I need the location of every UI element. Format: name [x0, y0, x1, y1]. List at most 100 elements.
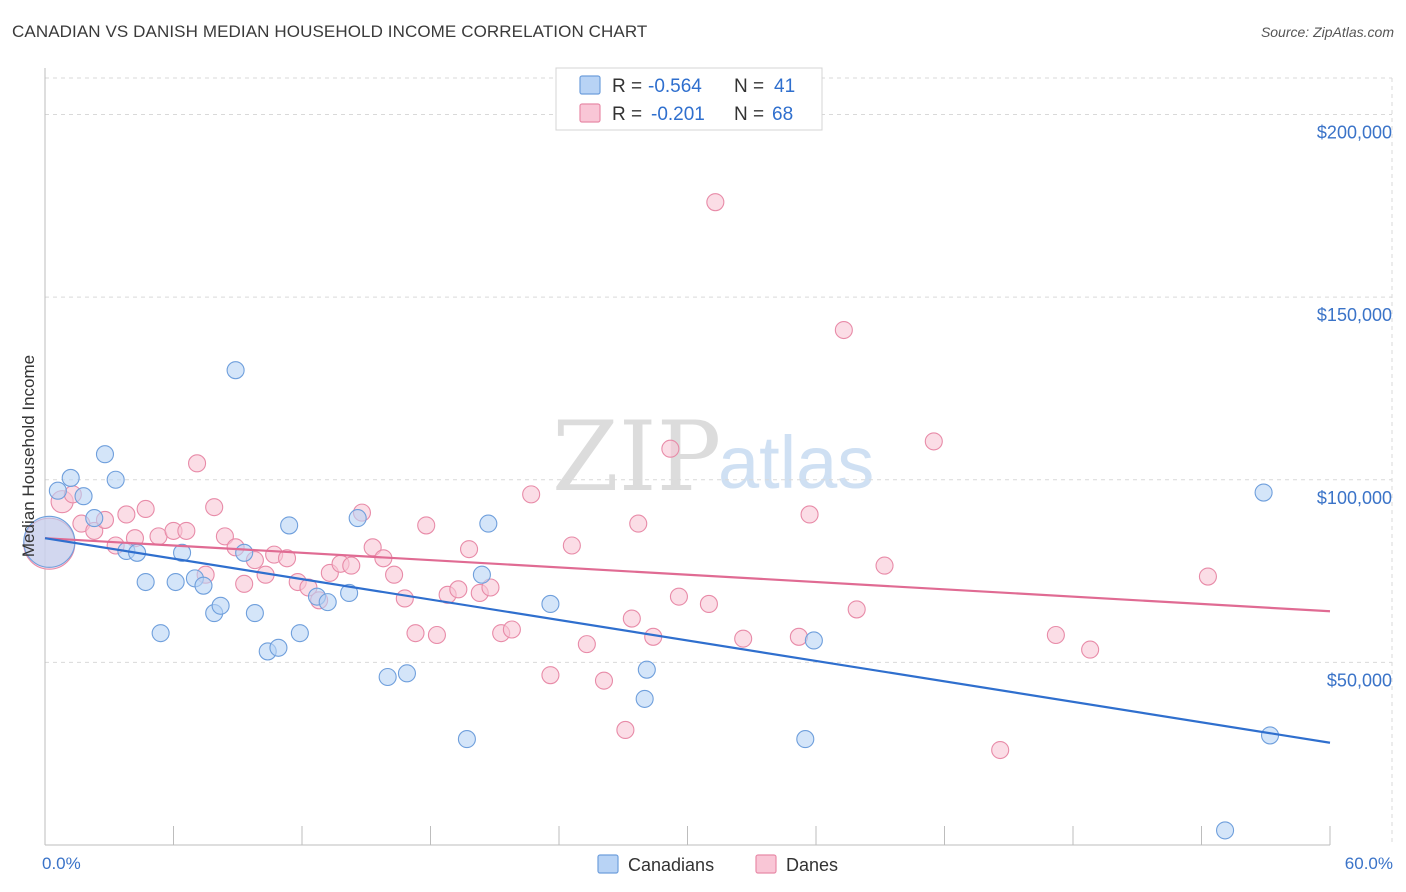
legend-r-label: R = — [612, 76, 642, 97]
canadian-point — [106, 470, 125, 489]
canadian-point — [1216, 821, 1235, 840]
dane-point — [136, 499, 155, 519]
watermark-atlas: atlas — [718, 421, 874, 504]
dane-point — [481, 578, 500, 597]
dane-point — [277, 549, 297, 568]
dane-point — [699, 594, 718, 613]
dane-point — [616, 720, 635, 740]
dane-point — [417, 516, 436, 535]
legend-swatch-danes — [755, 854, 777, 874]
canadian-point — [796, 730, 815, 749]
correlation-legend: R = -0.564 N = 41 R = -0.201 N = 68 — [555, 67, 823, 131]
dane-point — [991, 740, 1010, 760]
canadian-point — [245, 604, 264, 623]
dane-point — [459, 540, 479, 559]
legend-swatch-canadians — [597, 854, 619, 874]
dane-point — [541, 666, 560, 685]
dane-point — [449, 580, 468, 599]
x-tick-label: 0.0% — [42, 854, 81, 873]
dane-point — [622, 609, 641, 628]
dane-point — [847, 600, 866, 619]
dane-point — [177, 521, 196, 540]
canadian-point — [1260, 726, 1280, 745]
dane-point — [406, 624, 425, 643]
dane-point — [789, 627, 808, 646]
dane-point — [706, 193, 725, 212]
canadian-point — [397, 664, 416, 683]
legend-r-value: -0.201 — [651, 104, 705, 125]
legend-swatch-canadians — [579, 75, 601, 95]
legend-r-value: -0.564 — [648, 76, 702, 97]
canadian-point — [269, 638, 288, 657]
y-tick-label: $50,000 — [1327, 670, 1392, 690]
dane-point — [427, 625, 446, 645]
canadian-point — [479, 514, 498, 533]
watermark: ZIP atlas — [552, 401, 874, 513]
dane-point — [395, 589, 414, 608]
canadian-point — [226, 361, 245, 380]
canadian-point — [1254, 483, 1273, 502]
x-tick-label: 60.0% — [1345, 854, 1393, 873]
canadian-point — [457, 730, 476, 749]
y-tick-label: $100,000 — [1317, 488, 1392, 508]
source-label: Source: ZipAtlas.com — [1260, 24, 1394, 40]
dane-point — [924, 432, 943, 451]
canadian-point — [151, 624, 170, 643]
canadian-point — [48, 481, 67, 500]
canadian-point — [635, 689, 654, 708]
dane-point — [669, 587, 688, 606]
y-tick-label: $200,000 — [1317, 123, 1392, 143]
legend-n-label: N = — [734, 104, 764, 125]
legend-n-label: N = — [734, 76, 764, 97]
dane-point — [385, 565, 404, 584]
canadian-point — [378, 667, 397, 687]
axes — [44, 68, 1331, 846]
danes-trend-line — [44, 537, 1331, 613]
y-tick-label: $150,000 — [1317, 305, 1392, 325]
dane-point — [502, 620, 521, 639]
dane-point — [522, 485, 541, 504]
dane-point — [875, 556, 894, 575]
dane-point — [342, 556, 361, 575]
legend-r-label: R = — [612, 104, 642, 125]
dane-point — [800, 505, 819, 524]
dane-point — [235, 574, 254, 593]
dane-point — [834, 320, 853, 340]
canadian-point — [173, 543, 192, 562]
canadian-point — [211, 596, 230, 615]
dane-point — [734, 629, 753, 648]
dane-point — [149, 527, 168, 546]
dane-point — [117, 505, 136, 524]
data-points — [23, 193, 1280, 840]
dane-point — [205, 498, 224, 517]
canadian-point — [541, 594, 560, 613]
legend-swatch-danes — [579, 103, 601, 123]
canadian-point — [85, 509, 104, 528]
dane-point — [594, 671, 614, 690]
dane-point — [1081, 640, 1100, 659]
canadian-point — [340, 583, 359, 603]
legend-n-value: 68 — [772, 104, 793, 125]
dane-point — [1198, 567, 1217, 586]
series-legend: Canadians Danes — [597, 854, 838, 875]
canadian-point — [804, 631, 823, 650]
legend-label-canadians: Canadians — [628, 855, 714, 875]
canadian-point — [74, 487, 93, 506]
canadian-point — [280, 516, 299, 535]
dane-point — [1046, 625, 1065, 645]
canadians-trend-line — [44, 537, 1331, 744]
x-tick-labels: 0.0% 60.0% — [42, 854, 1393, 873]
legend-label-danes: Danes — [786, 855, 838, 875]
canadian-point — [472, 565, 491, 584]
dane-point — [215, 527, 234, 546]
dane-point — [562, 536, 581, 555]
dane-point — [188, 454, 207, 473]
canadian-point — [235, 543, 254, 562]
canadian-point — [348, 509, 367, 528]
legend-n-value: 41 — [774, 76, 795, 97]
canadian-point — [95, 445, 115, 464]
trend-lines — [44, 537, 1331, 744]
canadian-point — [194, 576, 213, 595]
canadian-point — [136, 572, 155, 592]
